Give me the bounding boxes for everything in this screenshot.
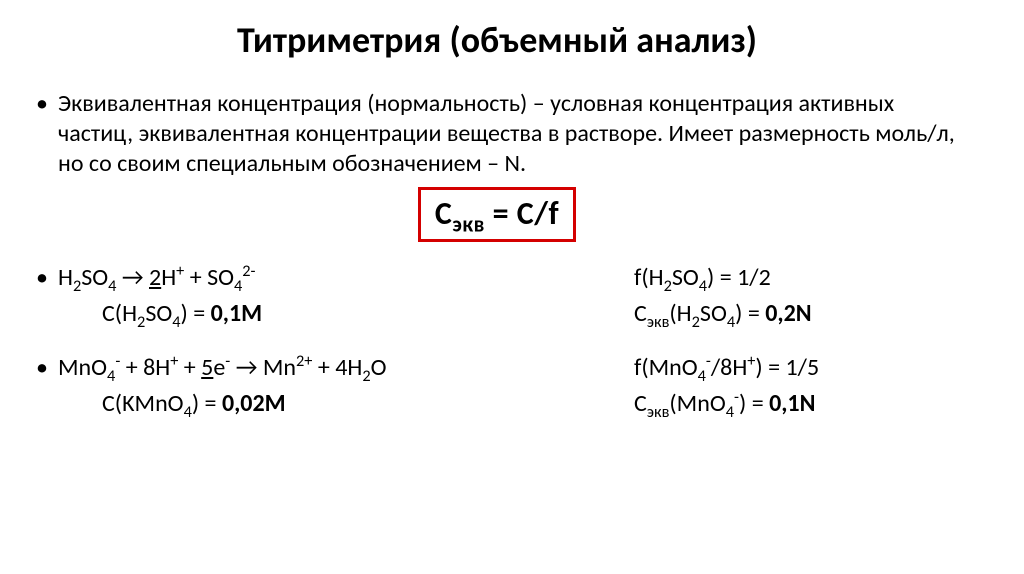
ex1-equation: H2SO4 → 2H+ + SO42-: [30, 260, 634, 296]
ex1-concentration: С(H2SO4) = 0,1М: [30, 296, 634, 332]
example-1: H2SO4 → 2H+ + SO42- f(H2SO4) = 1/2 С(H2S…: [30, 260, 964, 332]
ex2-row1: MnO4- + 8H+ + 5e- → Mn2+ + 4H2O f(MnO4-/…: [30, 350, 964, 386]
ex1-row2: С(H2SO4) = 0,1М Сэкв(H2SO4) = 0,2N: [30, 296, 964, 332]
ex2-factor: f(MnO4-/8H+) = 1/5: [634, 350, 964, 386]
ex1-row1: H2SO4 → 2H+ + SO42- f(H2SO4) = 1/2: [30, 260, 964, 296]
formula-wrap: Сэкв = С/f: [30, 185, 964, 246]
ex2-equation: MnO4- + 8H+ + 5e- → Mn2+ + 4H2O: [30, 350, 634, 386]
slide-root: Титриметрия (объемный анализ) Эквивалент…: [0, 0, 1024, 574]
intro-bullet: Эквивалентная концентрация (нормальность…: [30, 89, 964, 179]
example-2: MnO4- + 8H+ + 5e- → Mn2+ + 4H2O f(MnO4-/…: [30, 350, 964, 422]
formula-box: Сэкв = С/f: [418, 187, 576, 242]
ex2-c-ekv: Сэкв(MnO4-) = 0,1N: [634, 386, 964, 422]
ex2-concentration: С(KMnO4) = 0,02М: [30, 386, 634, 422]
ex2-row2: С(KMnO4) = 0,02М Сэкв(MnO4-) = 0,1N: [30, 386, 964, 422]
slide-title: Титриметрия (объемный анализ): [30, 20, 964, 61]
ex1-c-ekv: Сэкв(H2SO4) = 0,2N: [634, 296, 964, 332]
ex1-factor: f(H2SO4) = 1/2: [634, 260, 964, 296]
